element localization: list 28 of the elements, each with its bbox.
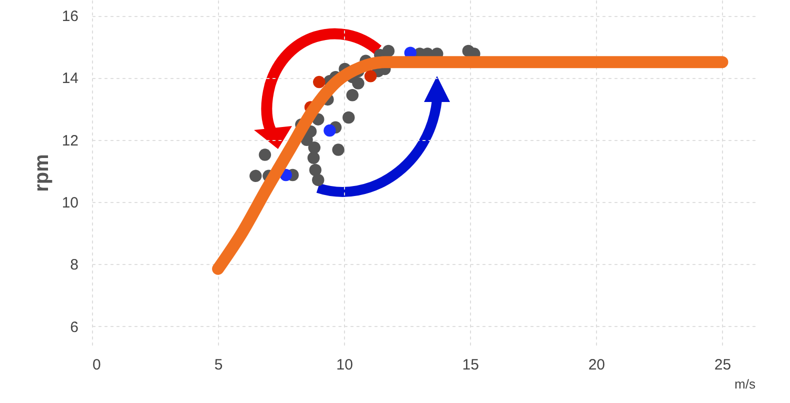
y-tick-label: 16	[62, 8, 78, 26]
y-tick-label: 14	[62, 70, 78, 88]
point	[352, 77, 364, 90]
point	[313, 76, 326, 88]
point	[342, 111, 355, 124]
y-tick-label: 12	[62, 132, 78, 150]
point	[364, 70, 377, 82]
x-tick-label: 15	[462, 356, 479, 374]
point	[309, 164, 322, 176]
point	[307, 152, 320, 164]
point	[382, 44, 395, 58]
x-tick-label: 20	[588, 356, 606, 374]
x-tick-label: 25	[714, 356, 732, 374]
point	[346, 88, 359, 102]
x-tick-label: 5	[214, 356, 223, 374]
x-tick-label: 0	[92, 356, 101, 374]
x-tick-label: 10	[336, 356, 353, 374]
point	[308, 142, 320, 154]
point	[249, 170, 262, 182]
point	[258, 148, 272, 161]
y-tick-label: 8	[70, 256, 78, 274]
y-tick-label: 10	[62, 194, 78, 212]
point	[324, 124, 336, 137]
y-axis-title: rpm	[30, 154, 53, 192]
point	[332, 144, 344, 156]
point	[312, 174, 324, 186]
y-tick-label: 6	[70, 318, 78, 336]
x-axis-title: m/s	[734, 376, 756, 392]
